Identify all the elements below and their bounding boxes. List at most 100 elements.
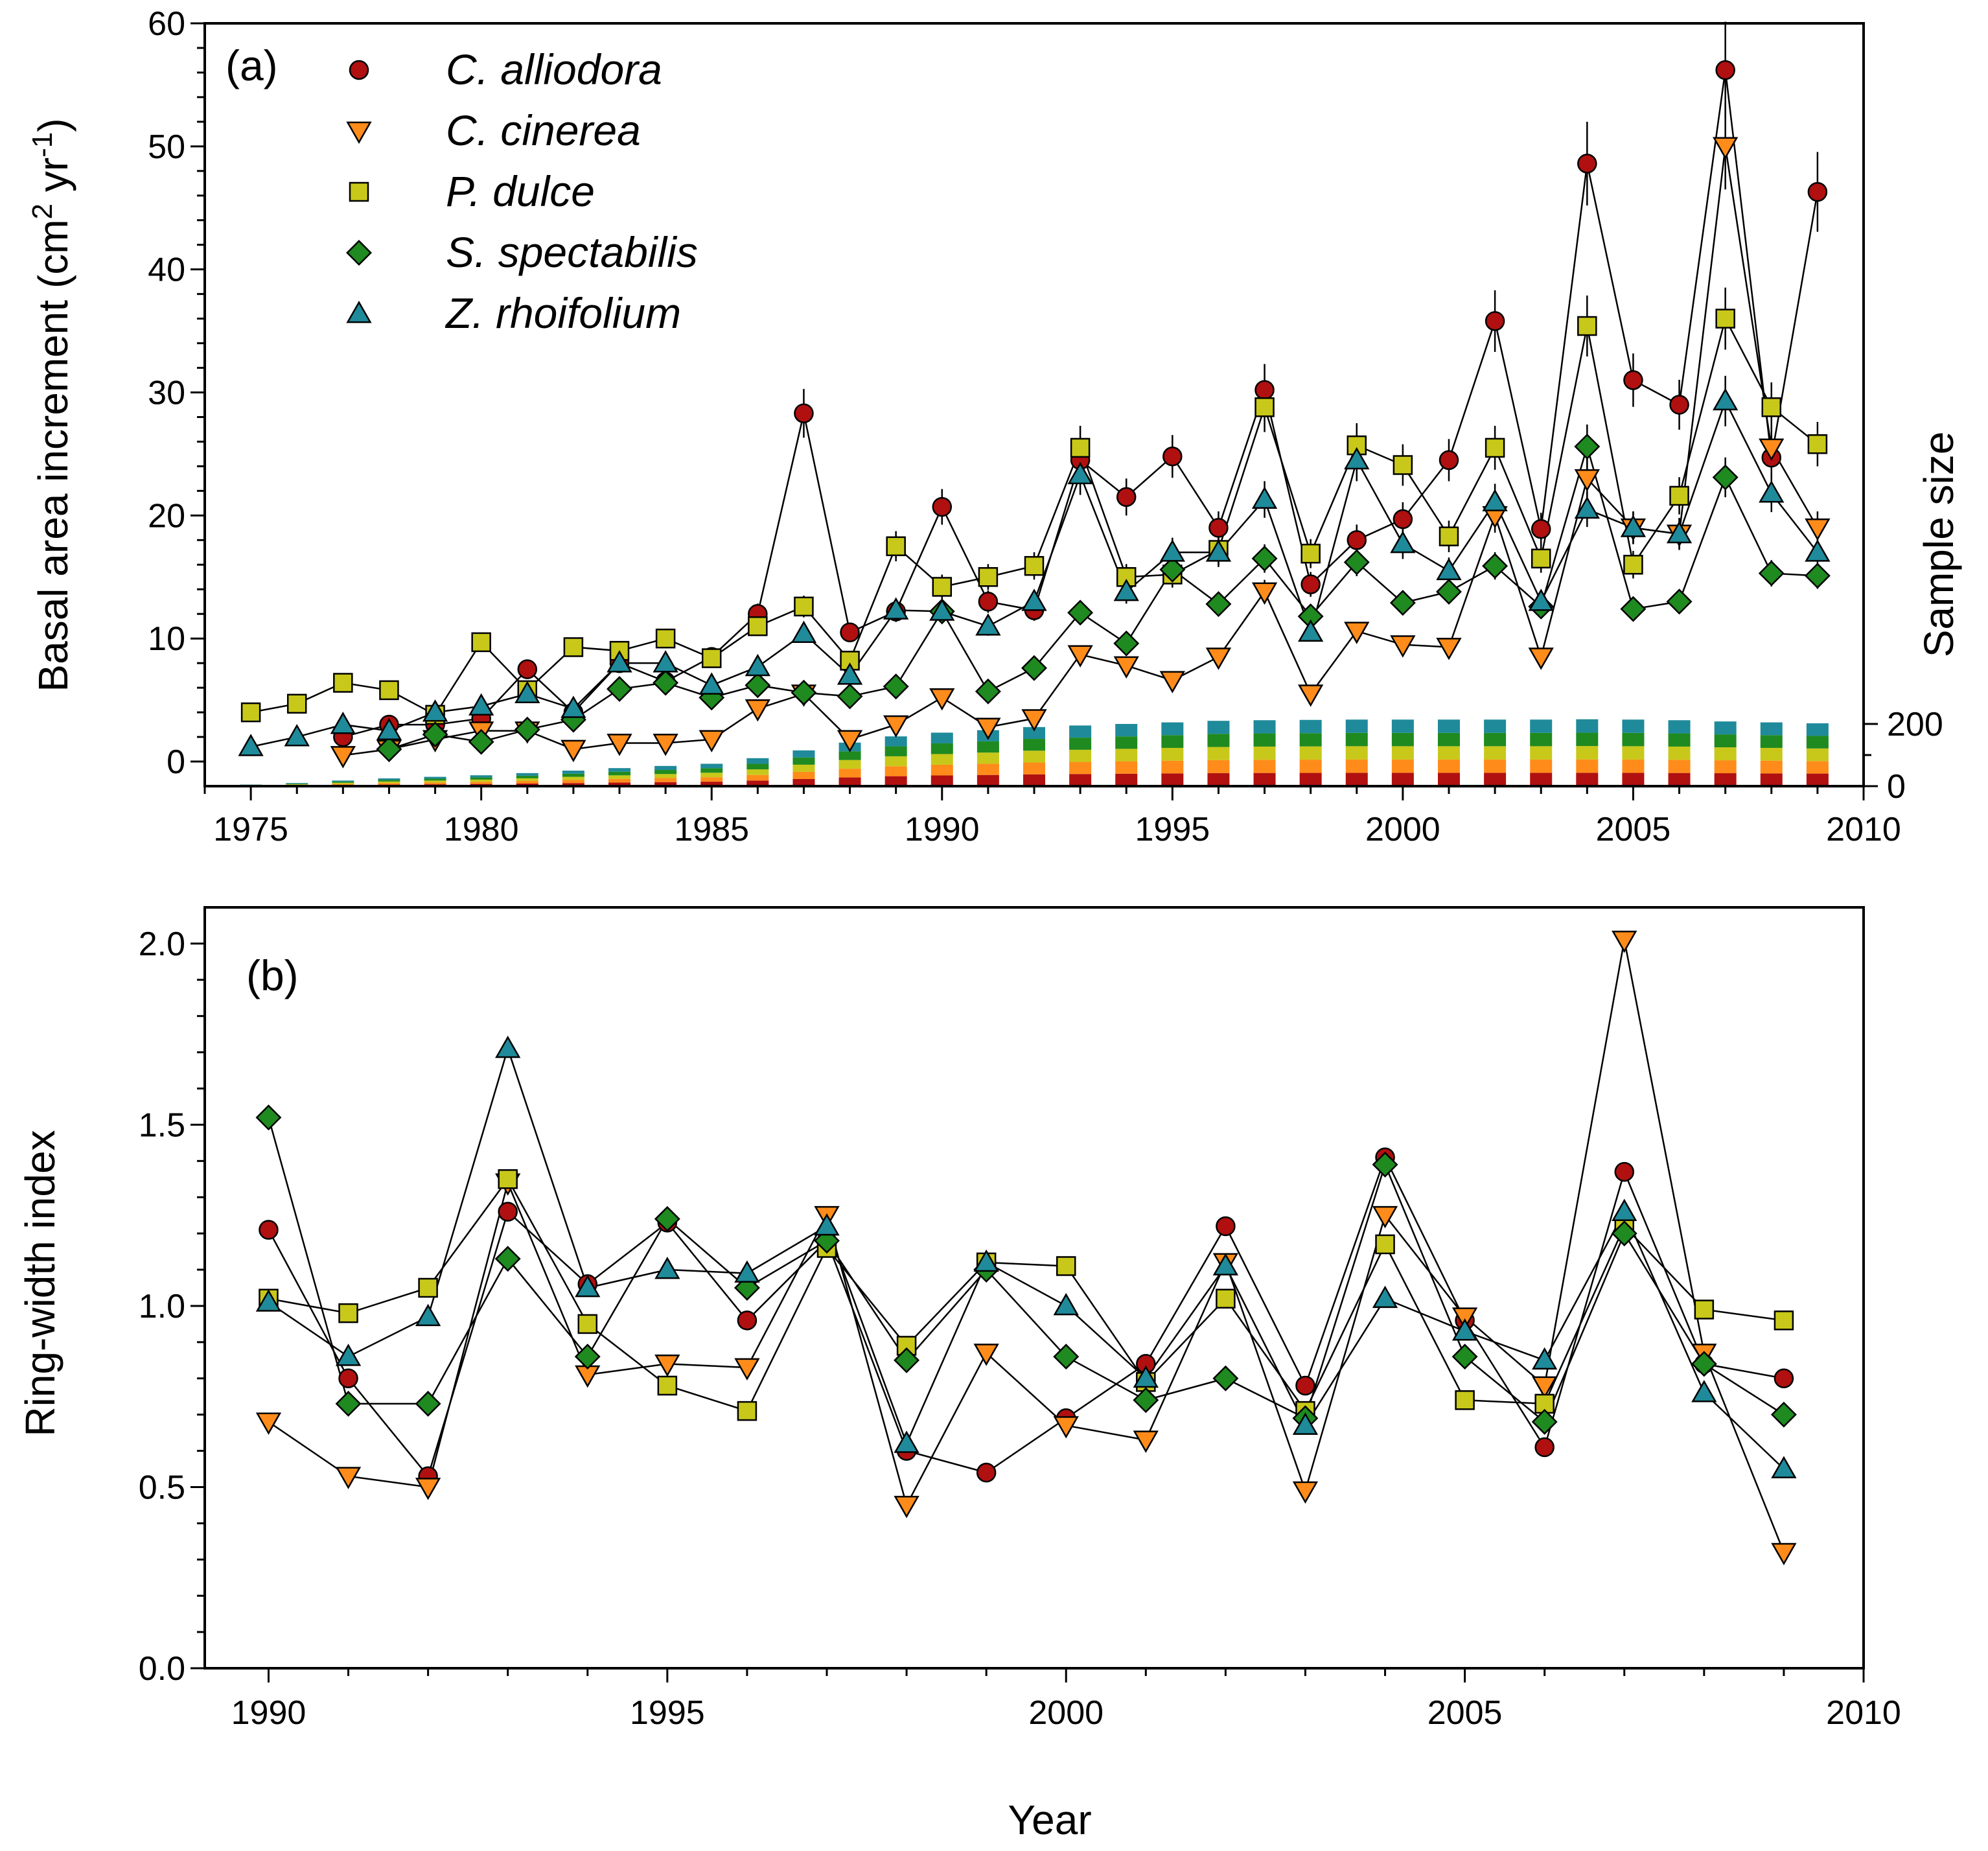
legend-label-p-dulce: P. dulce xyxy=(446,167,595,215)
point-c-cinerea xyxy=(561,739,586,763)
sample-size-bar-c-cinerea xyxy=(424,782,446,785)
sample-size-bar-s-spectabilis xyxy=(1391,732,1414,747)
point-z-rhoifolium xyxy=(1344,447,1370,470)
series-line-z-rhoifolium xyxy=(268,1045,1785,1470)
sample-size-bar-c-alliodora xyxy=(1760,773,1783,786)
point-c-cinerea xyxy=(1021,709,1047,732)
point-p-dulce xyxy=(240,702,261,723)
sample-size-bar-c-cinerea xyxy=(1622,759,1645,773)
legend-marker-p-dulce xyxy=(349,181,369,202)
sample-size-bar-c-cinerea xyxy=(332,784,354,786)
point-s-spectabilis xyxy=(894,1347,920,1373)
point-s-spectabilis xyxy=(1804,563,1831,589)
sample-size-bar-z-rhoifolium xyxy=(1207,721,1230,734)
point-p-dulce xyxy=(978,567,999,587)
sample-size-bar-p-dulce xyxy=(562,776,584,780)
point-z-rhoifolium xyxy=(415,1303,441,1327)
sample-size-bar-c-cinerea xyxy=(1806,761,1829,774)
point-c-cinerea xyxy=(1528,647,1554,670)
point-z-rhoifolium xyxy=(1620,515,1647,537)
point-c-alliodora xyxy=(1531,518,1551,539)
y-tick-label: 2.0 xyxy=(139,926,185,963)
point-p-dulce xyxy=(1669,485,1689,506)
point-c-alliodora xyxy=(338,1368,358,1389)
sample-size-bar-s-spectabilis xyxy=(1253,733,1276,747)
sample-size-bar-s-spectabilis xyxy=(1530,732,1553,747)
point-c-cinerea xyxy=(734,1358,760,1381)
sample-size-bar-p-dulce xyxy=(654,774,677,778)
sample-size-bar-z-rhoifolium xyxy=(1023,727,1045,739)
sample-size-bar-c-cinerea xyxy=(930,764,953,776)
point-s-spectabilis xyxy=(1343,549,1370,576)
sample-size-bar-p-dulce xyxy=(930,754,953,765)
point-c-alliodora xyxy=(1577,154,1597,174)
point-s-spectabilis xyxy=(335,1390,362,1417)
point-s-spectabilis xyxy=(376,736,402,763)
point-z-rhoifolium xyxy=(607,650,632,673)
point-z-rhoifolium xyxy=(1067,461,1093,485)
point-z-rhoifolium xyxy=(1771,1456,1797,1478)
sample-size-bar-s-spectabilis xyxy=(470,777,492,780)
point-p-dulce xyxy=(1455,1390,1475,1410)
sample-size-bar-s-spectabilis xyxy=(1345,732,1368,747)
sample-size-bar-c-alliodora xyxy=(1069,774,1092,786)
sample-size-bar-p-dulce xyxy=(1530,746,1553,760)
sample-size-bar-c-cinerea xyxy=(1299,760,1322,773)
sample-size-bar-p-dulce xyxy=(332,782,354,784)
point-z-rhoifolium xyxy=(975,613,1001,636)
point-c-cinerea xyxy=(255,1412,282,1435)
point-c-cinerea xyxy=(1451,1307,1478,1330)
point-s-spectabilis xyxy=(1067,600,1094,626)
y-tick-label: 50 xyxy=(148,128,185,166)
point-p-dulce xyxy=(1623,555,1643,575)
sample-size-bar-c-alliodora xyxy=(792,778,815,786)
sample-size-bar-p-dulce xyxy=(1391,746,1414,760)
point-c-alliodora xyxy=(1254,380,1275,400)
x-tick-label: 1990 xyxy=(905,811,980,848)
point-c-cinerea xyxy=(1205,647,1232,670)
sample-size-bar-c-cinerea xyxy=(1576,759,1599,773)
point-c-cinerea xyxy=(1390,635,1416,658)
sample-size-bar-z-rhoifolium xyxy=(562,771,584,774)
sample-size-bar-s-spectabilis xyxy=(1806,736,1829,749)
sample-size-bar-c-cinerea xyxy=(1391,759,1414,773)
point-s-spectabilis xyxy=(1372,1151,1398,1178)
point-p-dulce xyxy=(1254,397,1275,417)
sample-size-bar-c-alliodora xyxy=(1207,773,1230,786)
point-c-cinerea xyxy=(973,1344,999,1366)
point-p-dulce xyxy=(701,648,722,668)
y-tick-label: 60 xyxy=(148,5,185,43)
point-c-cinerea xyxy=(1574,469,1600,492)
point-z-rhoifolium xyxy=(495,1036,521,1058)
sample-size-bar-z-rhoifolium xyxy=(1668,720,1691,734)
point-s-spectabilis xyxy=(514,716,540,743)
point-z-rhoifolium xyxy=(376,717,402,740)
series-line-s-spectabilis xyxy=(389,443,1818,751)
sample-size-bar-p-dulce xyxy=(977,752,999,764)
sample-size-bar-c-cinerea xyxy=(1438,759,1460,773)
point-s-spectabilis xyxy=(415,1390,441,1417)
point-z-rhoifolium xyxy=(422,699,448,722)
point-c-cinerea xyxy=(415,1478,441,1500)
sample-size-bar-p-dulce xyxy=(1484,746,1507,760)
sample-size-bar-c-alliodora xyxy=(1299,773,1322,786)
point-c-cinerea xyxy=(1292,1481,1319,1504)
sample-size-bar-z-rhoifolium xyxy=(884,736,907,747)
y-tick-label: 0.0 xyxy=(139,1650,185,1688)
point-s-spectabilis xyxy=(574,1344,601,1370)
legend-label-z-rhoifolium: Z. rhoifolium xyxy=(445,289,681,337)
point-c-alliodora xyxy=(737,1310,757,1331)
sample-size-bar-c-alliodora xyxy=(884,776,907,786)
y-tick-label: 1.5 xyxy=(139,1106,185,1144)
point-s-spectabilis xyxy=(1574,434,1601,460)
point-z-rhoifolium xyxy=(1133,1365,1159,1388)
sample-size-bar-p-dulce xyxy=(1438,746,1460,760)
sample-size-bar-p-dulce xyxy=(516,778,538,781)
sample-size-bar-c-cinerea xyxy=(1668,760,1691,773)
sample-size-bar-c-cinerea xyxy=(562,780,584,784)
sample-size-bar-s-spectabilis xyxy=(1299,733,1322,747)
point-c-cinerea xyxy=(883,715,909,738)
point-s-spectabilis xyxy=(653,669,679,696)
point-c-cinerea xyxy=(1133,1430,1159,1453)
